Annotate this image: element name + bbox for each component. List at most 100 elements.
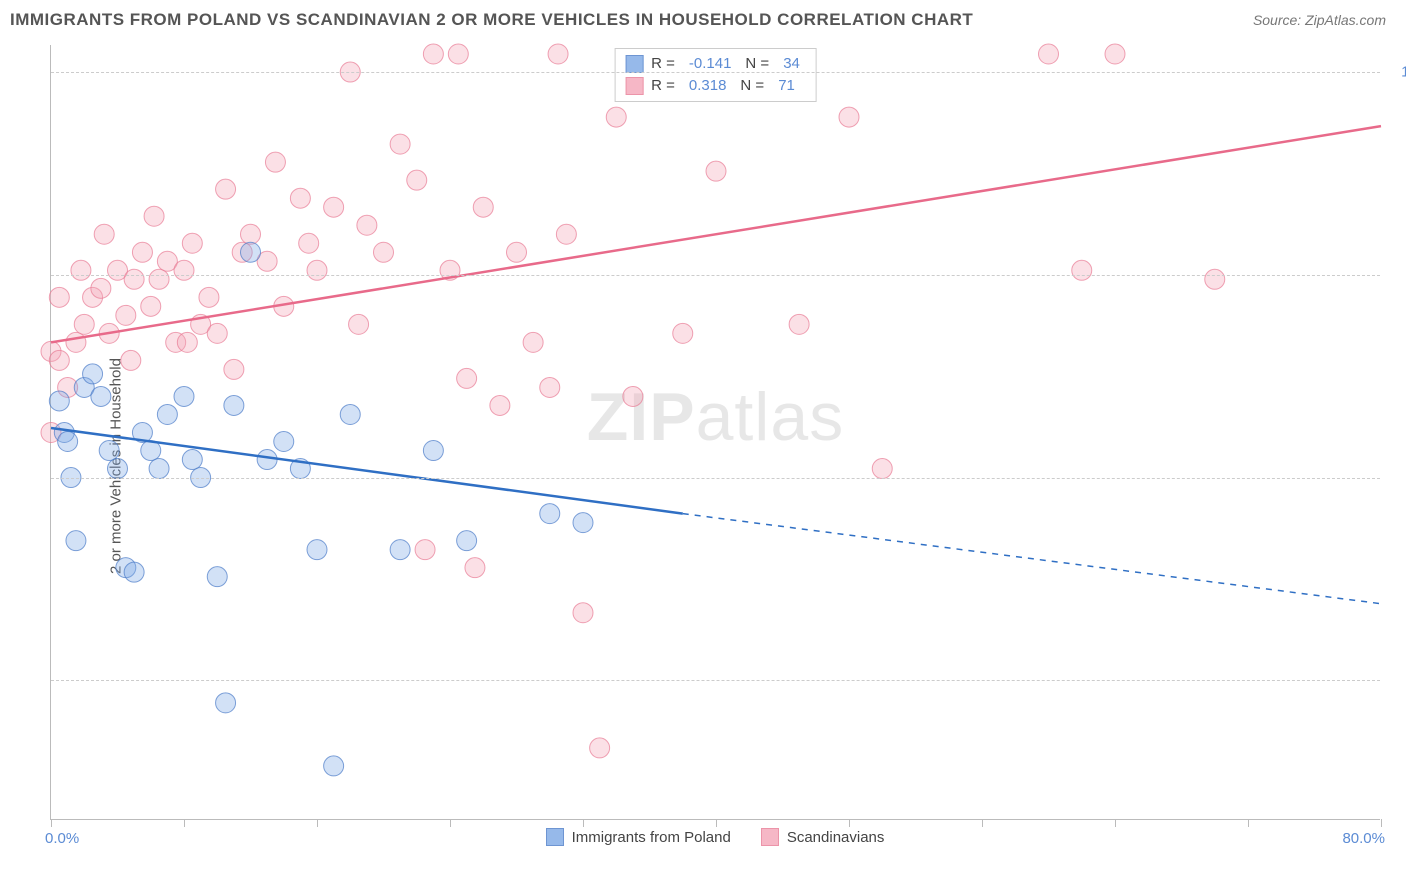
scatter-point-blue <box>457 531 477 551</box>
scatter-point-pink <box>507 242 527 262</box>
scatter-point-pink <box>207 323 227 343</box>
scatter-point-pink <box>121 350 141 370</box>
scatter-point-pink <box>374 242 394 262</box>
y-tick-label: 100.0% <box>1387 64 1406 81</box>
scatter-point-pink <box>66 332 86 352</box>
scatter-point-pink <box>49 350 69 370</box>
scatter-point-pink <box>177 332 197 352</box>
scatter-point-pink <box>141 296 161 316</box>
scatter-point-pink <box>606 107 626 127</box>
x-tick <box>849 819 850 827</box>
scatter-point-blue <box>423 441 443 461</box>
x-tick <box>51 819 52 827</box>
scatter-point-pink <box>299 233 319 253</box>
scatter-point-blue <box>257 450 277 470</box>
scatter-point-blue <box>149 459 169 479</box>
scatter-point-pink <box>548 44 568 64</box>
scatter-point-pink <box>124 269 144 289</box>
scatter-point-pink <box>423 44 443 64</box>
scatter-point-pink <box>144 206 164 226</box>
legend-swatch-pink <box>625 77 643 95</box>
scatter-point-blue <box>216 693 236 713</box>
scatter-point-pink <box>94 224 114 244</box>
scatter-point-blue <box>99 441 119 461</box>
scatter-point-pink <box>673 323 693 343</box>
scatter-point-pink <box>349 314 369 334</box>
scatter-point-blue <box>124 562 144 582</box>
series-legend: Immigrants from Poland Scandinavians <box>50 828 1380 846</box>
scatter-svg <box>51 45 1381 820</box>
scatter-point-blue <box>573 513 593 533</box>
chart-title: IMMIGRANTS FROM POLAND VS SCANDINAVIAN 2… <box>10 10 973 30</box>
scatter-point-pink <box>1105 44 1125 64</box>
scatter-point-pink <box>49 287 69 307</box>
scatter-point-pink <box>265 152 285 172</box>
scatter-point-pink <box>473 197 493 217</box>
scatter-point-pink <box>174 260 194 280</box>
scatter-point-pink <box>457 368 477 388</box>
scatter-point-pink <box>390 134 410 154</box>
x-tick <box>716 819 717 827</box>
scatter-point-pink <box>182 233 202 253</box>
legend-label-pink: Scandinavians <box>787 829 885 846</box>
scatter-point-pink <box>290 188 310 208</box>
scatter-point-pink <box>199 287 219 307</box>
x-tick <box>450 819 451 827</box>
scatter-point-blue <box>540 504 560 524</box>
y-tick-label: 55.0% <box>1387 469 1406 486</box>
scatter-point-blue <box>83 364 103 384</box>
scatter-point-pink <box>241 224 261 244</box>
scatter-point-blue <box>157 404 177 424</box>
scatter-point-pink <box>872 459 892 479</box>
legend-color-blue <box>546 828 564 846</box>
scatter-point-pink <box>706 161 726 181</box>
scatter-point-pink <box>132 242 152 262</box>
scatter-point-pink <box>1205 269 1225 289</box>
gridline <box>51 478 1380 479</box>
scatter-point-pink <box>307 260 327 280</box>
scatter-point-blue <box>174 386 194 406</box>
scatter-point-pink <box>448 44 468 64</box>
scatter-point-pink <box>523 332 543 352</box>
scatter-point-pink <box>116 305 136 325</box>
scatter-point-blue <box>108 459 128 479</box>
legend-n-label: N = <box>740 75 764 97</box>
scatter-point-pink <box>590 738 610 758</box>
scatter-point-blue <box>58 432 78 452</box>
scatter-point-pink <box>623 386 643 406</box>
x-tick <box>1248 819 1249 827</box>
scatter-point-pink <box>74 314 94 334</box>
legend-r-pink: 0.318 <box>683 75 733 97</box>
scatter-point-blue <box>390 540 410 560</box>
legend-label-blue: Immigrants from Poland <box>572 829 731 846</box>
legend-item-blue: Immigrants from Poland <box>546 828 731 846</box>
x-tick <box>583 819 584 827</box>
scatter-point-pink <box>71 260 91 280</box>
scatter-point-blue <box>49 391 69 411</box>
gridline <box>51 275 1380 276</box>
scatter-point-pink <box>1039 44 1059 64</box>
source-attribution: Source: ZipAtlas.com <box>1253 12 1386 28</box>
scatter-point-pink <box>839 107 859 127</box>
scatter-point-pink <box>91 278 111 298</box>
regression-line-blue <box>51 428 683 514</box>
scatter-point-blue <box>224 395 244 415</box>
scatter-point-blue <box>340 404 360 424</box>
x-tick <box>982 819 983 827</box>
scatter-point-pink <box>789 314 809 334</box>
legend-r-label: R = <box>651 75 675 97</box>
scatter-point-pink <box>357 215 377 235</box>
scatter-point-blue <box>182 450 202 470</box>
x-tick <box>1115 819 1116 827</box>
scatter-point-pink <box>490 395 510 415</box>
legend-row-pink: R = 0.318 N = 71 <box>625 75 806 97</box>
scatter-point-pink <box>149 269 169 289</box>
y-tick-label: 32.5% <box>1387 672 1406 689</box>
legend-swatch-blue <box>625 55 643 73</box>
x-tick <box>184 819 185 827</box>
chart-header: IMMIGRANTS FROM POLAND VS SCANDINAVIAN 2… <box>0 0 1406 40</box>
scatter-point-pink <box>556 224 576 244</box>
scatter-point-pink <box>465 558 485 578</box>
regression-line-dashed-blue <box>683 514 1381 604</box>
chart-container: 2 or more Vehicles in Household ZIPatlas… <box>0 40 1406 892</box>
